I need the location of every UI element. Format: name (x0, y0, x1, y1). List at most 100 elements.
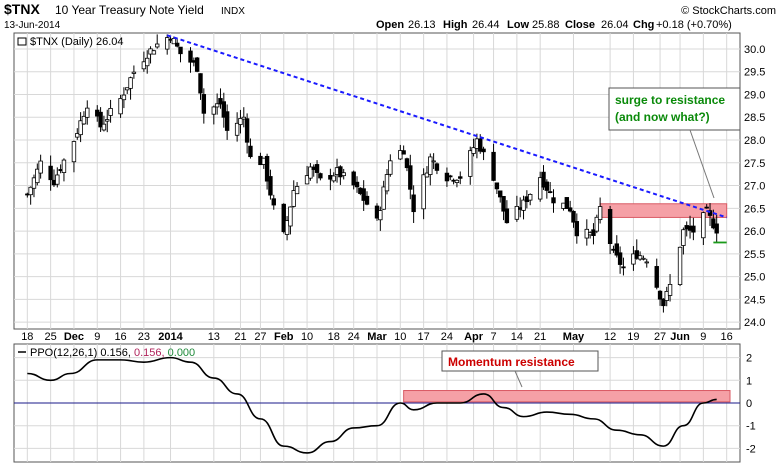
price-candle (431, 153, 436, 170)
candle-body (654, 266, 659, 288)
candle-body (661, 298, 666, 307)
ppo-y-tick: -1 (746, 421, 756, 433)
x-tick: 10 (394, 331, 406, 343)
price-candle (388, 154, 393, 177)
candle-body (155, 43, 160, 48)
price-candle (125, 87, 130, 94)
candle-body (108, 108, 113, 116)
candle-body (221, 101, 227, 118)
close-label: Close (565, 19, 595, 31)
price-candle (537, 171, 543, 202)
x-tick: 21 (234, 331, 246, 343)
price-candle (714, 214, 719, 243)
surge-annotation-line1: surge to resistance (615, 93, 725, 107)
x-tick: 12 (604, 331, 616, 343)
price-candle (128, 76, 133, 100)
candle-body (351, 171, 356, 186)
price-candle (408, 154, 413, 200)
x-tick: Dec (64, 331, 84, 343)
candle-body (571, 210, 576, 223)
price-candle (224, 104, 230, 140)
low-label: Low (507, 19, 529, 31)
high-label: High (443, 19, 468, 31)
candle-body (318, 173, 323, 179)
candle-body (498, 190, 503, 198)
price-candle (541, 165, 546, 190)
price-candle (28, 186, 33, 205)
candle-body (174, 42, 180, 47)
price-candle (547, 182, 553, 194)
price-candle (248, 138, 253, 159)
price-candle (498, 190, 503, 203)
price-candle (178, 46, 183, 63)
open-value: 26.13 (408, 19, 436, 31)
candle-body (354, 181, 360, 188)
price-candle (494, 182, 500, 194)
price-candle (634, 239, 639, 260)
ppo-legend-label: PPO(12,26,1) 0.156, 0.156, 0.000 (30, 347, 195, 359)
price-candle (164, 34, 170, 55)
candle-body (448, 175, 453, 178)
price-candle (428, 153, 433, 186)
price-candle (631, 246, 636, 271)
candle-body (248, 145, 253, 158)
price-y-tick: 28.5 (744, 112, 765, 124)
candle-body (291, 190, 296, 207)
symbol: $TNX (4, 1, 40, 17)
candle-body (75, 133, 80, 138)
candle-body (188, 50, 193, 63)
candle-body (364, 195, 370, 205)
candle-body (224, 111, 230, 131)
price-candle (544, 179, 550, 199)
price-candle (527, 193, 533, 206)
candle-body (398, 150, 403, 160)
candle-body (494, 182, 500, 190)
low-value: 25.88 (532, 19, 560, 31)
x-tick: Feb (274, 331, 294, 343)
x-tick: 18 (328, 331, 340, 343)
price-y-tick: 28.0 (744, 135, 765, 147)
x-tick: Jun (670, 331, 690, 343)
candle-body (105, 119, 110, 122)
price-candle (378, 206, 383, 231)
ppo-line (27, 356, 717, 454)
candle-body (61, 159, 67, 173)
candle-body (331, 175, 336, 182)
price-candle (331, 172, 336, 183)
price-candle (308, 163, 313, 181)
price-candle (35, 163, 40, 186)
candle-body (551, 197, 556, 204)
price-candle (661, 298, 666, 313)
candle-body (667, 284, 673, 296)
candle-body (271, 198, 276, 206)
price-candle (105, 109, 110, 133)
price-candle (188, 47, 193, 73)
trendline (166, 34, 727, 219)
open-label: Open (376, 19, 404, 31)
candle-body (547, 191, 553, 194)
candle-body (35, 168, 40, 184)
candle-body (388, 160, 393, 175)
candle-body (341, 172, 346, 177)
price-candle (71, 140, 77, 173)
chart-header: $TNX 10 Year Treasury Note Yield INDX 13… (4, 1, 776, 31)
x-tick: 14 (511, 331, 523, 343)
candle-body (145, 57, 150, 67)
price-candle (75, 128, 80, 140)
price-candle (361, 180, 366, 211)
price-candle (118, 94, 123, 118)
price-candle (108, 99, 113, 123)
price-candle (481, 146, 486, 161)
candle-body (164, 37, 170, 50)
price-candle (264, 153, 270, 190)
x-tick: 7 (490, 331, 496, 343)
price-candle (155, 34, 160, 49)
candle-body (308, 166, 313, 179)
candle-body (31, 177, 37, 189)
candle-body (707, 210, 713, 216)
price-candle (194, 56, 200, 73)
x-tick: 9 (94, 331, 100, 343)
price-candle (48, 155, 53, 191)
candle-body (98, 111, 103, 128)
candle-body (691, 225, 696, 233)
